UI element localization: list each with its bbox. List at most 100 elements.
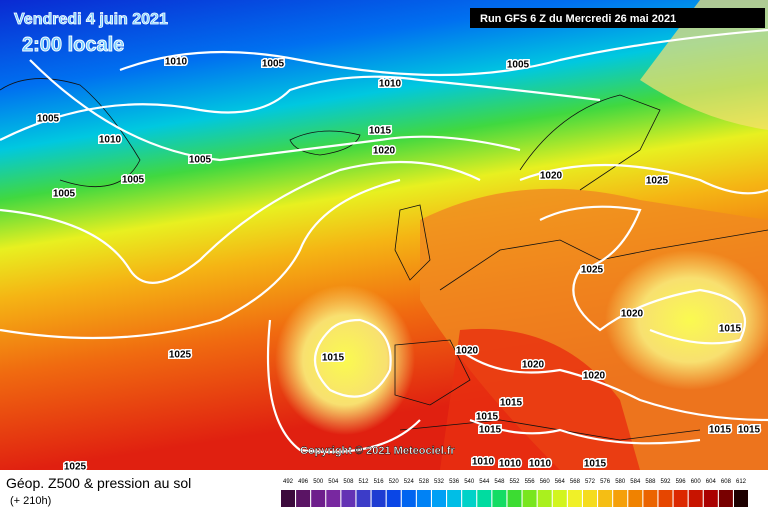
legend-swatch	[311, 490, 326, 507]
legend-swatch	[507, 490, 522, 507]
footer-title: Géop. Z500 & pression au sol	[6, 475, 191, 491]
legend-swatch	[598, 490, 613, 507]
isobar-label: 1005	[37, 114, 60, 125]
legend-swatch	[703, 490, 718, 507]
isobar-label: 1025	[169, 350, 192, 361]
british-isles	[394, 204, 431, 281]
legend-label: 496	[298, 479, 309, 485]
legend-label: 608	[721, 479, 732, 485]
isobar-label: 1025	[646, 176, 669, 187]
legend-swatch	[522, 490, 537, 507]
legend-label: 604	[706, 479, 717, 485]
legend-swatch	[734, 490, 748, 507]
isobar-label: 1010	[165, 57, 188, 68]
forecast-time: 2:00 locale	[22, 34, 124, 56]
isobar-label: 1015	[738, 425, 761, 436]
legend-swatch	[688, 490, 703, 507]
legend-swatch	[401, 490, 416, 507]
legend-label: 584	[630, 479, 641, 485]
legend-label: 572	[585, 479, 596, 485]
isobar	[459, 349, 768, 422]
isobar-label: 1025	[581, 265, 604, 276]
legend-label: 524	[404, 479, 415, 485]
legend-label: 528	[419, 479, 430, 485]
legend-swatch	[643, 490, 658, 507]
isobar	[266, 319, 421, 454]
legend-label: 592	[660, 479, 671, 485]
isobar	[314, 318, 392, 398]
isobar	[539, 205, 746, 345]
legend-label: 492	[283, 479, 294, 485]
isobar-label: 1020	[522, 360, 545, 371]
legend-swatch	[477, 490, 492, 507]
legend-label: 516	[374, 479, 385, 485]
run-box	[470, 8, 765, 28]
isobar-label: 1020	[621, 309, 644, 320]
high-pressure-area	[275, 285, 415, 435]
legend-swatch	[462, 490, 477, 507]
isobar-label: 1015	[369, 126, 392, 137]
isobar-label: 1005	[122, 175, 145, 186]
legend-swatch	[613, 490, 628, 507]
isobar-label: 1010	[529, 459, 552, 470]
legend-label: 568	[570, 479, 581, 485]
isobar-label: 1010	[379, 79, 402, 90]
greenland	[0, 78, 141, 187]
legend-swatch	[628, 490, 643, 507]
legend-label: 540	[464, 479, 475, 485]
legend-label: 520	[389, 479, 400, 485]
legend-swatch	[296, 490, 311, 507]
copyright: Copyright © 2021 Meteociel.fr	[300, 445, 456, 457]
legend-swatch	[537, 490, 552, 507]
legend-label: 612	[736, 479, 747, 485]
legend-label: 552	[509, 479, 520, 485]
legend-label: 536	[449, 479, 460, 485]
legend-swatch	[718, 490, 733, 507]
legend-label: 548	[494, 479, 505, 485]
forecast-lead: (+ 210h)	[10, 495, 51, 507]
legend-label: 560	[540, 479, 551, 485]
forecast-date: Vendredi 4 juin 2021	[14, 11, 168, 28]
isobar-label: 1005	[189, 155, 212, 166]
legend-label: 508	[343, 479, 354, 485]
isobar-label: 1015	[500, 398, 523, 409]
isobar-labels: 1010 1005 1005 1010 1005 1010 1015 1020 1005 1005…	[35, 55, 762, 474]
legend-label: 580	[615, 479, 626, 485]
legend-swatch	[552, 490, 567, 507]
legend-label: 600	[691, 479, 702, 485]
isobars	[0, 28, 768, 454]
isobar-label: 1015	[322, 353, 345, 364]
legend-swatch	[416, 490, 431, 507]
legend-swatch	[447, 490, 462, 507]
isobar-label: 1020	[373, 146, 396, 157]
legend-swatch	[492, 490, 507, 507]
isobar-label: 1010	[99, 135, 122, 146]
isobar-label: 1005	[53, 189, 76, 200]
iberia	[394, 339, 471, 406]
high-pressure-area	[605, 250, 768, 390]
isobar-label: 1010	[472, 457, 495, 468]
isobar	[29, 59, 521, 162]
legend-swatch	[356, 490, 371, 507]
color-legend: 492 496 500 504 508 512 516 520 524 528 532 536 540 5…	[281, 479, 748, 507]
isobar-label: 1010	[499, 459, 522, 470]
legend-swatch	[658, 490, 673, 507]
isobar-label: 1015	[476, 412, 499, 423]
isobar-label: 1020	[456, 346, 479, 357]
legend-label: 504	[328, 479, 339, 485]
isobar-label: 1020	[540, 171, 563, 182]
legend-label: 596	[676, 479, 687, 485]
isobar-label: 1015	[719, 324, 742, 335]
isobar	[119, 28, 768, 77]
isobar	[0, 178, 401, 340]
legend-label: 588	[645, 479, 656, 485]
legend-swatch	[326, 490, 341, 507]
legend-swatch	[583, 490, 597, 507]
europe-coast	[439, 229, 768, 291]
legend-swatch	[432, 490, 446, 507]
legend-swatch	[673, 490, 688, 507]
legend-label: 544	[479, 479, 490, 485]
legend-label: 500	[313, 479, 324, 485]
isobar-label: 1015	[709, 425, 732, 436]
